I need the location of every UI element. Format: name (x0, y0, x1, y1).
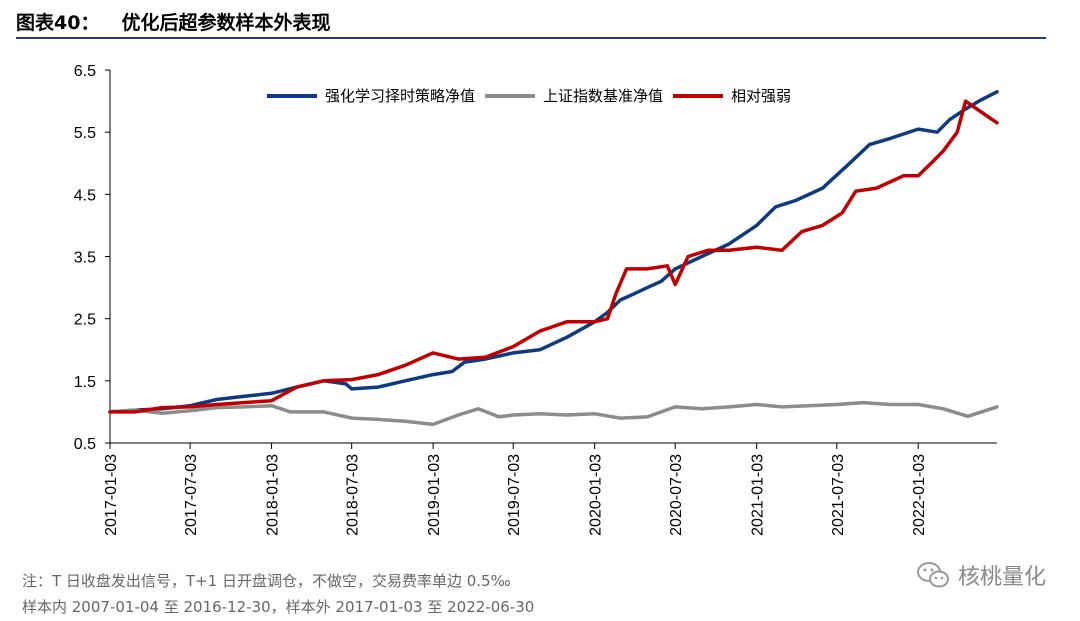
watermark-text: 核桃量化 (957, 565, 1046, 590)
y-tick-label: 0.5 (74, 436, 96, 453)
header-rule (16, 37, 1046, 39)
y-tick-label: 4.5 (74, 187, 96, 204)
x-tick-label: 2020-01-03 (588, 454, 605, 536)
x-tick-label: 2022-01-03 (911, 454, 928, 536)
x-tick-label: 2019-07-03 (506, 454, 523, 536)
wechat-icon (916, 562, 949, 588)
figure-title: 图表40： 优化后超参数样本外表现 (16, 8, 330, 35)
y-tick-label: 2.5 (74, 312, 96, 329)
x-tick-label: 2017-07-03 (183, 454, 200, 536)
x-tick-label: 2020-07-03 (668, 454, 685, 536)
x-tick-label: 2021-07-03 (830, 454, 847, 536)
y-tick-label: 6.5 (74, 63, 96, 80)
series-line (108, 99, 999, 414)
x-tick-label: 2018-07-03 (345, 454, 362, 536)
x-tick-label: 2021-01-03 (750, 454, 767, 536)
legend-label: 相对强弱 (731, 87, 791, 105)
figure-label: 图表40： (16, 12, 100, 34)
watermark: 核桃量化 (916, 559, 1046, 591)
legend-label: 强化学习择时策略净值 (325, 87, 475, 105)
notes: 注：T 日收盘发出信号，T+1 日开盘调仓，不做空，交易费率单边 0.5‰ 样本… (22, 568, 534, 620)
figure-header: 图表40： 优化后超参数样本外表现 (0, 0, 1080, 39)
chart-title: 优化后超参数样本外表现 (121, 12, 331, 34)
x-tick-label: 2018-01-03 (265, 454, 282, 536)
note-line-1: 注：T 日收盘发出信号，T+1 日开盘调仓，不做空，交易费率单边 0.5‰ (22, 572, 511, 590)
series-line (108, 400, 999, 427)
note-line-2: 样本内 2007-01-04 至 2016-12-30，样本外 2017-01-… (22, 598, 535, 616)
y-tick-label: 1.5 (74, 374, 96, 391)
legend-label: 上证指数基准净值 (543, 87, 663, 105)
y-tick-label: 3.5 (74, 250, 96, 267)
x-tick-label: 2019-01-03 (426, 454, 443, 536)
series-line (108, 90, 999, 414)
y-tick-label: 5.5 (74, 125, 96, 142)
x-tick-label: 2017-01-03 (103, 454, 120, 536)
